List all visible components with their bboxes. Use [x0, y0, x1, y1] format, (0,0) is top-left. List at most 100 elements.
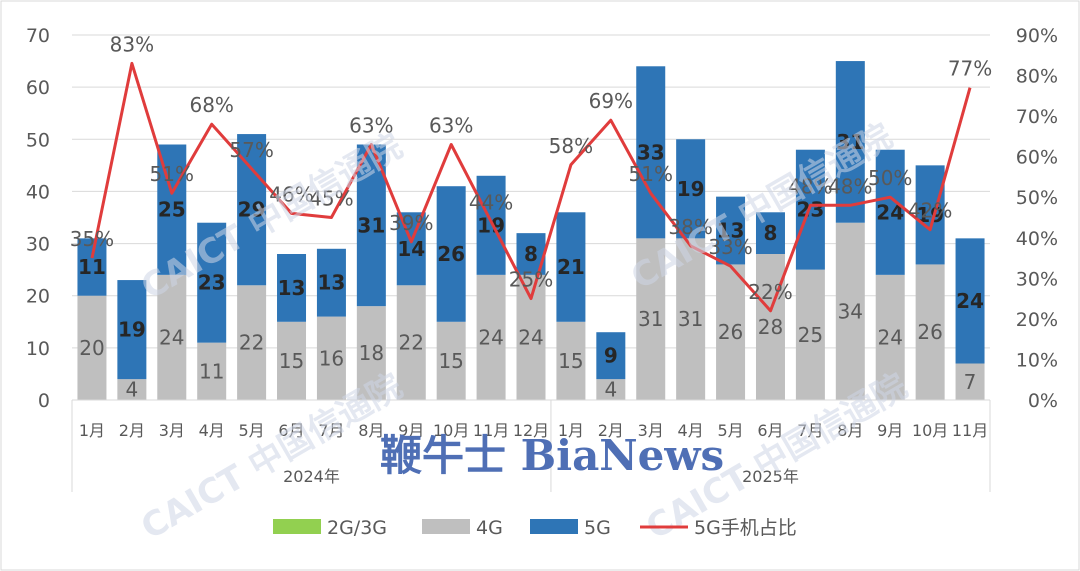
ratio-value-label: 83% [110, 32, 154, 56]
bar-4g [197, 342, 227, 400]
category-label: 7月 [797, 421, 823, 440]
bar-4g [396, 285, 426, 400]
bar-4g [476, 274, 506, 400]
bar-4g [755, 254, 785, 400]
bar-5g [596, 332, 626, 380]
bar-value-label: 33 [637, 140, 665, 164]
bar-4g [795, 269, 825, 400]
left-tick-label: 40 [26, 181, 50, 203]
right-tick-label: 10% [1016, 349, 1058, 371]
bar-4g [875, 274, 905, 400]
category-label: 5月 [239, 421, 265, 440]
ratio-line-path [90, 61, 972, 313]
bar-5g [716, 196, 746, 265]
bar-value-label: 28 [758, 315, 783, 339]
ratio-value-label: 38% [668, 215, 712, 239]
bar-value-label: 13 [717, 219, 745, 243]
left-tick-label: 20 [26, 286, 50, 308]
bar-4g [356, 306, 386, 400]
x-axis: 1月 2月 3月 4月 5月 6月 7月 8月 9月 10月 11月 12月 1月 2月 3月 4月 5月 6月 7… [71, 399, 991, 492]
bar-value-label: 4 [126, 378, 139, 402]
left-tick-label: 10 [26, 338, 50, 360]
bar-value-label: 24 [478, 325, 503, 349]
bar-5g [117, 280, 147, 380]
bars [77, 61, 985, 400]
right-tick-label: 20% [1016, 309, 1058, 331]
bar-value-label: 29 [238, 198, 266, 222]
bar-value-label: 4 [604, 378, 617, 402]
category-label: 7月 [318, 421, 344, 440]
ratio-value-label: 51% [150, 162, 194, 186]
bar-value-label: 22 [399, 331, 424, 355]
bar-4g [556, 321, 586, 400]
bar-5g [396, 212, 426, 286]
ratio-value-label: 77% [948, 57, 992, 81]
bar-value-label: 25 [798, 323, 823, 347]
category-label: 11月 [952, 421, 988, 440]
bar-value-label: 14 [397, 237, 425, 261]
bar-value-label: 24 [877, 325, 902, 349]
bar-4g [835, 222, 865, 400]
right-tick-label: 90% [1016, 25, 1058, 47]
bar-value-label: 25 [158, 198, 186, 222]
left-tick-label: 0 [38, 390, 50, 412]
bar-4g [277, 321, 307, 400]
bar-value-label: 16 [319, 346, 344, 370]
bar-value-label: 7 [964, 370, 977, 394]
category-label: 9月 [398, 421, 424, 440]
bar-value-label: 24 [159, 325, 184, 349]
category-label: 10月 [912, 421, 948, 440]
bar-4g [915, 264, 945, 400]
ratio-value-label: 68% [189, 93, 233, 117]
ratio-value-label: 33% [708, 235, 752, 259]
category-label: 1月 [79, 421, 105, 440]
bar-value-label: 31 [678, 307, 703, 331]
left-tick-label: 50 [26, 129, 50, 151]
bar-value-label: 8 [524, 242, 538, 266]
ratio-value-label: 58% [549, 134, 593, 158]
ratio-value-label: 63% [429, 114, 473, 138]
bar-4g [676, 238, 706, 400]
bar-value-label: 22 [239, 331, 264, 355]
bar-value-label: 31 [836, 130, 864, 154]
bar-5g [77, 238, 107, 296]
bar-4g [596, 379, 626, 400]
bar-value-label: 31 [638, 307, 663, 331]
bar-value-label: 23 [796, 198, 824, 222]
category-label: 6月 [278, 421, 304, 440]
bar-4g [316, 316, 346, 400]
right-tick-label: 70% [1016, 106, 1058, 128]
bar-value-label: 34 [838, 299, 863, 323]
bar-5g [316, 248, 346, 317]
bar-5g [835, 61, 865, 223]
ratio-value-label: 69% [589, 89, 633, 113]
bar-5g [436, 186, 466, 322]
legend-label: 4G [476, 517, 503, 539]
legend-label: 5G [584, 517, 611, 539]
category-label: 4月 [199, 421, 225, 440]
bar-value-label: 15 [438, 349, 463, 373]
category-label: 3月 [159, 421, 185, 440]
bar-4g [636, 238, 666, 400]
legend-label: 5G手机占比 [694, 517, 797, 539]
ratio-value-label: 22% [748, 280, 792, 304]
bar-4g [716, 264, 746, 400]
bar-4g [117, 379, 147, 400]
right-tick-label: 60% [1016, 147, 1058, 169]
group-label: 2024年 [283, 467, 340, 486]
bar-5g [795, 149, 825, 270]
ratio-value-label: 39% [389, 211, 433, 235]
bar-4g [77, 295, 107, 400]
bar-value-label: 26 [917, 320, 942, 344]
bar-value-label: 13 [318, 271, 346, 295]
right-tick-label: 30% [1016, 268, 1058, 290]
ratio-value-label: 35% [70, 227, 114, 251]
brand-watermark: 鞭牛士 BiaNews [380, 431, 724, 480]
legend-swatch [422, 519, 470, 534]
category-label: 5月 [717, 421, 743, 440]
bar-5g [556, 212, 586, 322]
category-label: 8月 [837, 421, 863, 440]
legend-swatch [530, 519, 578, 534]
